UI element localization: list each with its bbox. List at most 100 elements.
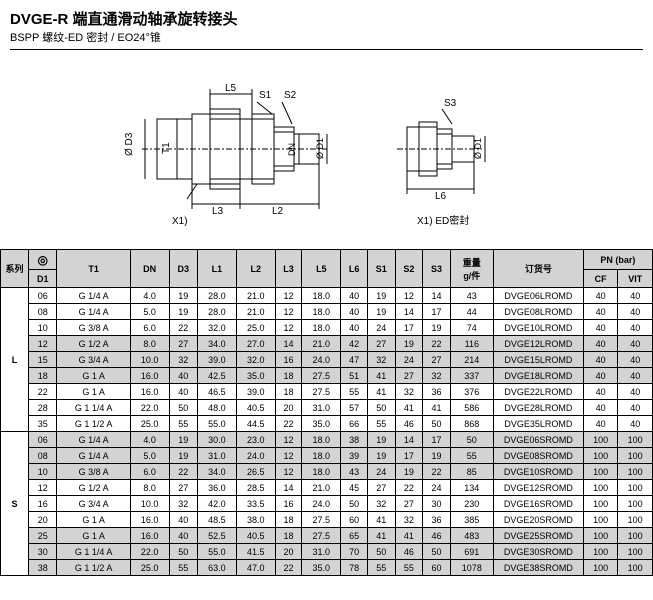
cell-wt: 385 <box>450 512 493 528</box>
svg-text:T1: T1 <box>161 142 172 154</box>
cell-s2: 19 <box>395 464 423 480</box>
cell-d1: 15 <box>29 352 57 368</box>
svg-text:L6: L6 <box>435 191 447 202</box>
col-l3: L3 <box>275 250 302 288</box>
cell-wt: 868 <box>450 416 493 432</box>
cell-l3: 18 <box>275 384 302 400</box>
cell-order: DVGE35LROMD <box>493 416 583 432</box>
cell-s1: 24 <box>367 464 395 480</box>
cell-l2: 33.5 <box>236 496 275 512</box>
cell-wt: 586 <box>450 400 493 416</box>
cell-t1: G 3/8 A <box>57 464 130 480</box>
cell-d3: 22 <box>169 320 197 336</box>
cell-d3: 19 <box>169 432 197 448</box>
table-row: 35G 1 1/2 A25.05555.044.52235.0665546508… <box>1 416 653 432</box>
svg-text:L5: L5 <box>225 83 237 94</box>
cell-d3: 40 <box>169 512 197 528</box>
cell-l5: 27.5 <box>302 368 341 384</box>
cell-dn: 5.0 <box>130 304 169 320</box>
cell-l3: 14 <box>275 336 302 352</box>
cell-d1: 22 <box>29 384 57 400</box>
cell-l3: 16 <box>275 352 302 368</box>
cell-s2: 24 <box>395 352 423 368</box>
cell-s1: 50 <box>367 400 395 416</box>
cell-d1: 25 <box>29 528 57 544</box>
cell-l5: 21.0 <box>302 480 341 496</box>
cell-s2: 41 <box>395 400 423 416</box>
cell-wt: 55 <box>450 448 493 464</box>
svg-text:Ø D3: Ø D3 <box>124 132 135 156</box>
cell-l6: 40 <box>341 320 368 336</box>
cell-dn: 4.0 <box>130 432 169 448</box>
cell-l1: 63.0 <box>198 560 237 576</box>
cell-vit: 100 <box>618 432 653 448</box>
cell-d1: 30 <box>29 544 57 560</box>
cell-s3: 22 <box>423 464 451 480</box>
cell-l2: 21.0 <box>236 304 275 320</box>
cell-l6: 60 <box>341 512 368 528</box>
cell-s3: 32 <box>423 368 451 384</box>
table-row: 25G 1 A16.04052.540.51827.565414146483DV… <box>1 528 653 544</box>
cell-dn: 22.0 <box>130 544 169 560</box>
cell-l2: 47.0 <box>236 560 275 576</box>
col-order: 订货号 <box>493 250 583 288</box>
cell-s3: 36 <box>423 384 451 400</box>
cell-cf: 40 <box>583 368 618 384</box>
cell-dn: 16.0 <box>130 368 169 384</box>
svg-text:Ø D1: Ø D1 <box>473 138 483 159</box>
cell-l3: 22 <box>275 416 302 432</box>
svg-text:L2: L2 <box>272 206 284 217</box>
cell-t1: G 1/4 A <box>57 448 130 464</box>
cell-cf: 100 <box>583 528 618 544</box>
cell-l3: 12 <box>275 304 302 320</box>
page-title: DVGE-R 端直通滑动轴承旋转接头 <box>10 8 643 29</box>
cell-l6: 39 <box>341 448 368 464</box>
cell-wt: 214 <box>450 352 493 368</box>
cell-l1: 31.0 <box>198 448 237 464</box>
cell-s1: 41 <box>367 528 395 544</box>
cell-vit: 100 <box>618 496 653 512</box>
cell-cf: 100 <box>583 544 618 560</box>
cell-vit: 40 <box>618 368 653 384</box>
cell-s2: 27 <box>395 368 423 384</box>
cell-l1: 28.0 <box>198 288 237 304</box>
cell-d3: 19 <box>169 304 197 320</box>
cell-wt: 85 <box>450 464 493 480</box>
cell-cf: 40 <box>583 320 618 336</box>
cell-s3: 19 <box>423 448 451 464</box>
cell-d1: 12 <box>29 336 57 352</box>
cell-l2: 23.0 <box>236 432 275 448</box>
col-s3: S3 <box>423 250 451 288</box>
cell-order: DVGE08LROMD <box>493 304 583 320</box>
cell-s1: 55 <box>367 560 395 576</box>
cell-s1: 19 <box>367 304 395 320</box>
table-row: 12G 1/2 A8.02734.027.01421.042271922116D… <box>1 336 653 352</box>
cell-vit: 100 <box>618 464 653 480</box>
cell-l5: 24.0 <box>302 352 341 368</box>
cell-l3: 22 <box>275 560 302 576</box>
cell-l3: 20 <box>275 400 302 416</box>
cell-cf: 100 <box>583 464 618 480</box>
cell-d1: 35 <box>29 416 57 432</box>
col-s2: S2 <box>395 250 423 288</box>
cell-s1: 41 <box>367 368 395 384</box>
cell-l1: 32.0 <box>198 320 237 336</box>
cell-cf: 100 <box>583 480 618 496</box>
cell-s2: 22 <box>395 480 423 496</box>
cell-s1: 27 <box>367 336 395 352</box>
cell-l6: 40 <box>341 288 368 304</box>
table-row: 15G 3/4 A10.03239.032.01624.047322427214… <box>1 352 653 368</box>
cell-d3: 50 <box>169 400 197 416</box>
cell-l5: 31.0 <box>302 400 341 416</box>
cell-d1: 06 <box>29 432 57 448</box>
cell-l6: 47 <box>341 352 368 368</box>
cell-vit: 40 <box>618 416 653 432</box>
cell-l2: 40.5 <box>236 528 275 544</box>
cell-s3: 17 <box>423 432 451 448</box>
tube-icon: ◎ <box>29 250 57 270</box>
cell-l1: 55.0 <box>198 416 237 432</box>
cell-dn: 16.0 <box>130 512 169 528</box>
cell-l5: 18.0 <box>302 320 341 336</box>
cell-s2: 41 <box>395 528 423 544</box>
cell-d3: 32 <box>169 496 197 512</box>
